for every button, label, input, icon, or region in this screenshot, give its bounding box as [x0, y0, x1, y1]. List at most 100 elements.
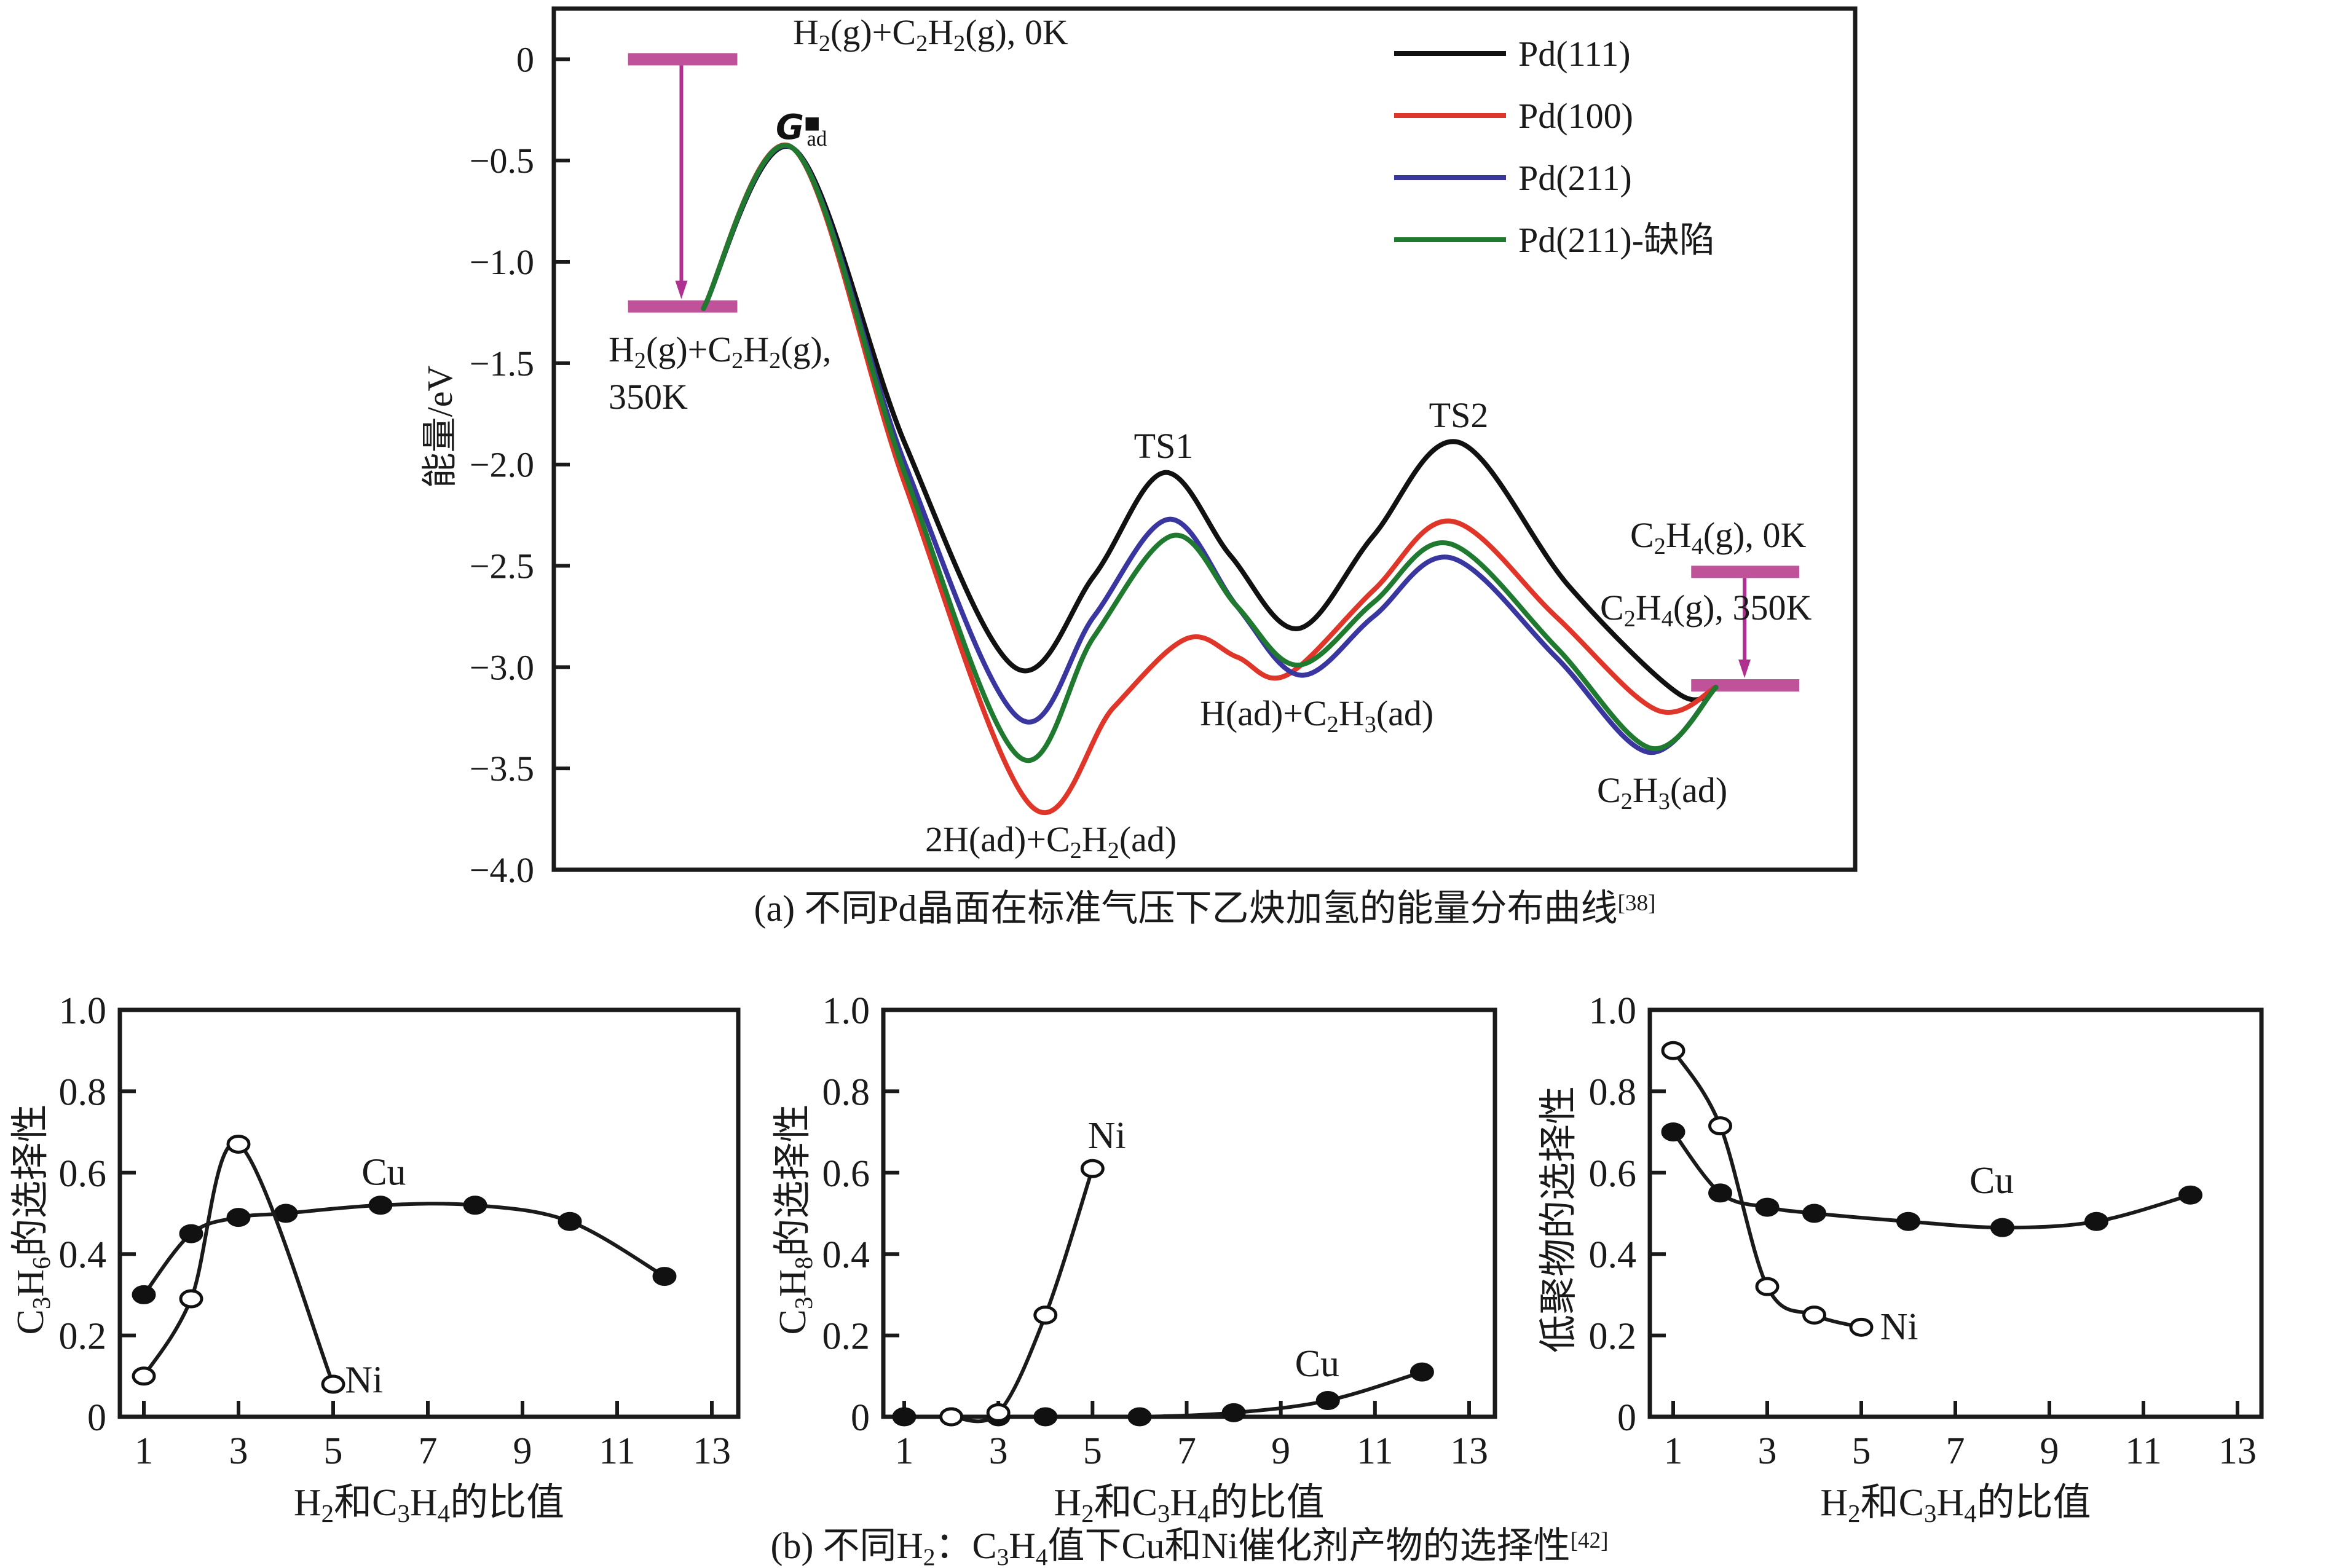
x-tick-label: 13 — [693, 1430, 731, 1472]
annotation-h2-c2h2-350k-part: 2 — [769, 348, 781, 374]
annotation-c2h4-0k-part: H — [1666, 515, 1692, 555]
annotation-c2h4-0k-part: 2 — [1654, 534, 1666, 559]
x-tick-label: 9 — [1271, 1430, 1290, 1472]
x-tick-label: 7 — [1946, 1430, 1965, 1472]
data-point-ni — [1849, 1317, 1874, 1337]
caption-a-ref: [38] — [1618, 891, 1656, 916]
y-axis-title-part: 低聚物的选择性 — [1538, 1086, 1580, 1353]
plot-frame — [551, 6, 1858, 872]
annotation-h-c2h3-part: (ad) — [1376, 693, 1433, 733]
y-tick-label: 0 — [516, 39, 534, 79]
energy-profile-chart: 0 −0.5 −1.0 −1.5 −2.0 −2.5 −3.0 −3.5 −4.0 能量/eV Pd… — [420, 6, 1858, 890]
data-point-cu — [1409, 1362, 1434, 1382]
data-point-ni — [939, 1407, 964, 1427]
data-point-ni — [1802, 1306, 1826, 1325]
x-axis-title-part: H — [1820, 1482, 1848, 1524]
y-axis-title-part: 3 — [790, 1297, 818, 1309]
x-tick-label: 1 — [135, 1430, 154, 1472]
data-point-cu — [1315, 1391, 1340, 1411]
annotation-h2-c2h2-0k-part: 2 — [916, 31, 928, 57]
data-point-cu — [1802, 1204, 1826, 1223]
caption-b-part: 2 — [923, 1543, 936, 1568]
data-point-cu — [1221, 1403, 1246, 1422]
y-tick-label: −3.5 — [470, 749, 534, 789]
energy-level-bar — [628, 53, 738, 66]
annotation-h2-c2h2-0k-part: 2 — [819, 31, 830, 57]
x-tick-label: 1 — [895, 1430, 914, 1472]
y-axis-title-part: 的选择性 — [10, 1104, 52, 1256]
annotation-c2h4-0k-part: C — [1630, 515, 1654, 555]
annotation-c2h4-350k-part: H — [1636, 588, 1662, 628]
data-point-ni — [1708, 1116, 1732, 1136]
data-point-ni — [986, 1403, 1011, 1422]
x-tick-label: 11 — [2125, 1430, 2162, 1472]
annotation-c2h4-0k: C2H4(g), 0K — [1630, 515, 1806, 559]
data-point-cu — [463, 1196, 487, 1215]
caption-b-part: 3 — [997, 1543, 1009, 1568]
series-label-ni: Ni — [1880, 1306, 1918, 1348]
annotation-h2-c2h2-350k-part: 2 — [731, 348, 743, 374]
c3h6-selectivity-chart: 00.20.40.60.81.01 3 5 7 9 11 13H2和C3H4的比值C3H6的… — [10, 990, 741, 1527]
x-axis-title-part: H — [1054, 1482, 1081, 1524]
data-point-cu — [1896, 1211, 1920, 1231]
series-label-cu: Cu — [1295, 1343, 1339, 1385]
gad-sup: ■ — [804, 112, 820, 133]
x-axis-title-part: H — [410, 1482, 438, 1524]
x-tick-label: 9 — [2040, 1430, 2059, 1472]
x-axis-title: H2和C3H4的比值 — [1820, 1482, 2091, 1527]
caption-a-text: (a) 不同Pd晶面在标准气压下乙炔加氢的能量分布曲线 — [754, 888, 1618, 929]
y-axis-title-part: C — [772, 1309, 814, 1334]
data-point-ni — [1661, 1041, 1685, 1060]
plot-frame — [881, 1007, 1497, 1419]
annotation-h2-c2h2-350k-part: H — [609, 329, 634, 369]
y-axis-title-part: H — [772, 1269, 814, 1297]
x-tick-label: 13 — [2218, 1430, 2257, 1472]
y-axis-title: C3H6的选择性 — [10, 1104, 55, 1334]
annotation-h2-c2h2-0k-part: H — [793, 12, 819, 52]
x-axis-title-part: 2 — [321, 1500, 334, 1527]
y-tick-label: 0 — [1617, 1397, 1636, 1439]
annotation-h2-c2h2-350k-part: H — [743, 329, 769, 369]
annotation-2h-c2h2-part: 2 — [1070, 838, 1082, 864]
caption-a: (a) 不同Pd晶面在标准气压下乙炔加氢的能量分布曲线[38] — [754, 888, 1656, 929]
annotation-h2-c2h2-350k-part: (g)+C — [646, 329, 731, 369]
data-point-ni — [1755, 1277, 1780, 1296]
x-tick-label: 5 — [1852, 1430, 1871, 1472]
annotation-h2-c2h2-0k: H2(g)+C2H2(g), 0K — [793, 12, 1068, 57]
y-axis-title-part: 8 — [790, 1256, 818, 1269]
series-line-ni — [951, 1168, 1095, 1424]
data-point-cu — [558, 1211, 582, 1231]
legend-label: Pd(111) — [1518, 34, 1631, 74]
series-label-ni: Ni — [1088, 1115, 1126, 1157]
annotation-350k: 350K — [609, 377, 688, 417]
x-tick-label: 1 — [1664, 1430, 1683, 1472]
x-axis-title-part: H — [1170, 1482, 1197, 1524]
x-axis-title: H2和C3H4的比值 — [294, 1482, 564, 1527]
arrow-down-icon — [675, 280, 688, 299]
y-tick-label: −2.5 — [470, 546, 534, 586]
caption-b-part: (b) 不同H — [770, 1526, 923, 1566]
x-tick-label: 11 — [599, 1430, 636, 1472]
y-tick-label: 0.6 — [1589, 1153, 1637, 1195]
y-tick-label: −3.0 — [470, 647, 534, 687]
x-tick-label: 11 — [1357, 1430, 1394, 1472]
y-tick-label: 0.4 — [1589, 1234, 1637, 1276]
y-axis-title-part: 3 — [28, 1297, 55, 1309]
annotation-c2h3-part: H — [1633, 770, 1658, 810]
y-axis-title-part: H — [10, 1269, 52, 1297]
y-tick-label: 0.2 — [1589, 1316, 1637, 1358]
y-tick-label: 0.8 — [1589, 1071, 1637, 1113]
annotation-c2h4-350k-part: C — [1600, 588, 1624, 628]
data-point-ni — [1080, 1159, 1105, 1178]
data-point-cu — [1661, 1122, 1685, 1142]
x-axis-title-part: 2 — [1848, 1500, 1860, 1527]
gad-sub: ad — [806, 127, 827, 151]
captions: (a) 不同Pd晶面在标准气压下乙炔加氢的能量分布曲线[38](b) 不同H2：… — [754, 888, 1656, 1568]
series-line-cu — [1671, 1130, 2191, 1230]
x-axis-title-part: 3 — [1157, 1500, 1170, 1527]
x-tick-label: 7 — [1177, 1430, 1196, 1472]
energy-level-bar — [1691, 679, 1799, 692]
annotation-h-c2h3-part: H — [1339, 693, 1365, 733]
data-point-cu — [132, 1285, 156, 1304]
